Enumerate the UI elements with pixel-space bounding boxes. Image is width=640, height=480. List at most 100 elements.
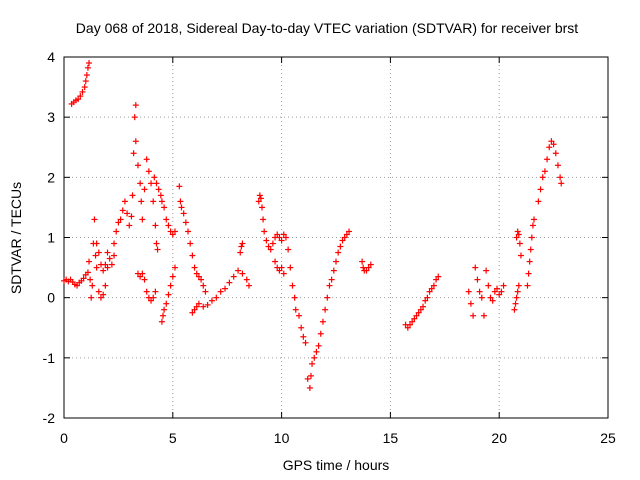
- data-point: [526, 258, 533, 265]
- data-point: [79, 88, 86, 95]
- data-point: [84, 64, 91, 71]
- data-point: [237, 249, 244, 256]
- data-point: [313, 348, 320, 355]
- data-point: [113, 228, 120, 235]
- data-point: [176, 183, 183, 190]
- data-point: [531, 216, 538, 223]
- data-point: [296, 312, 303, 319]
- data-point: [527, 246, 534, 253]
- data-point: [494, 285, 501, 292]
- data-point: [278, 264, 285, 271]
- data-point: [322, 306, 329, 313]
- data-point: [515, 231, 522, 238]
- data-point: [415, 309, 422, 316]
- data-point: [324, 294, 331, 301]
- data-point: [514, 228, 521, 235]
- data-point: [480, 312, 487, 319]
- data-point: [171, 228, 178, 235]
- data-point: [517, 252, 524, 259]
- data-point: [200, 303, 207, 310]
- data-point: [491, 288, 498, 295]
- data-point: [150, 198, 157, 205]
- data-point: [360, 264, 367, 271]
- data-point: [100, 291, 107, 298]
- data-point: [97, 294, 104, 301]
- data-point: [132, 102, 139, 109]
- data-point: [413, 312, 420, 319]
- data-point: [514, 288, 521, 295]
- data-point: [319, 318, 326, 325]
- data-point: [272, 258, 279, 265]
- data-point: [145, 168, 152, 175]
- data-point: [129, 192, 136, 199]
- data-point: [524, 282, 531, 289]
- data-point: [529, 222, 536, 229]
- data-point: [165, 222, 172, 229]
- data-point: [84, 269, 91, 276]
- data-point: [328, 276, 335, 283]
- data-point: [424, 294, 431, 301]
- data-point: [263, 237, 270, 244]
- data-point: [152, 288, 159, 295]
- data-point: [222, 285, 229, 292]
- data-point: [155, 186, 162, 193]
- y-tick-label: 1: [47, 230, 55, 246]
- data-point: [546, 144, 553, 151]
- data-point: [409, 318, 416, 325]
- data-point: [278, 237, 285, 244]
- data-point: [550, 141, 557, 148]
- data-point: [80, 275, 87, 282]
- chart-title: Day 068 of 2018, Sidereal Day-to-day VTE…: [76, 20, 578, 36]
- data-point: [285, 246, 292, 253]
- data-point: [337, 243, 344, 250]
- data-point: [235, 267, 242, 274]
- data-point: [255, 198, 262, 205]
- data-point: [154, 246, 161, 253]
- data-point: [165, 291, 172, 298]
- data-point: [95, 288, 102, 295]
- x-tick-label: 15: [383, 430, 399, 446]
- data-point: [474, 276, 481, 283]
- data-point: [104, 264, 111, 271]
- data-point: [86, 60, 93, 67]
- data-point: [131, 114, 138, 121]
- data-point: [306, 384, 313, 391]
- data-point: [341, 234, 348, 241]
- data-point: [185, 228, 192, 235]
- y-tick-label: -2: [43, 410, 56, 426]
- data-point: [191, 264, 198, 271]
- data-point: [304, 375, 311, 382]
- data-point: [309, 360, 316, 367]
- data-point: [280, 231, 287, 238]
- data-point: [552, 150, 559, 157]
- data-point: [513, 294, 520, 301]
- data-point: [167, 282, 174, 289]
- data-point: [226, 279, 233, 286]
- data-point: [339, 237, 346, 244]
- data-point: [130, 150, 137, 157]
- data-point: [291, 294, 298, 301]
- data-point: [161, 204, 168, 211]
- data-point: [139, 216, 146, 223]
- data-point: [180, 210, 187, 217]
- data-point: [148, 180, 155, 187]
- data-point: [333, 258, 339, 265]
- x-tick-label: 0: [60, 430, 68, 446]
- data-point: [89, 282, 96, 289]
- data-point: [280, 270, 287, 277]
- x-tick-label: 10: [274, 430, 290, 446]
- data-point: [315, 342, 322, 349]
- data-point: [182, 219, 189, 226]
- data-point: [363, 267, 370, 274]
- data-point: [126, 222, 133, 229]
- data-point: [513, 234, 520, 241]
- data-point: [143, 288, 150, 295]
- data-point: [496, 291, 503, 298]
- data-point: [115, 219, 122, 226]
- data-point: [193, 303, 200, 310]
- data-point: [541, 168, 548, 175]
- data-point: [485, 282, 492, 289]
- data-point: [292, 306, 299, 313]
